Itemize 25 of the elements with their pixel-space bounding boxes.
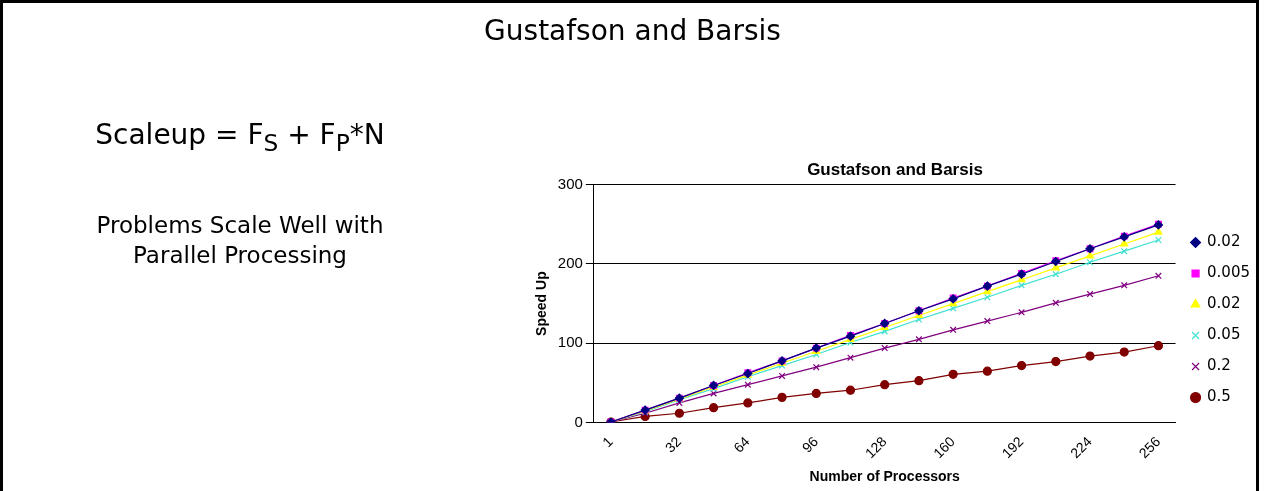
- legend-label: 0.02: [1207, 232, 1241, 251]
- legend-label: 0.02: [1207, 294, 1241, 313]
- legend-label: 0.05: [1207, 325, 1241, 344]
- y-tick-label: 200: [557, 254, 583, 272]
- x-tick-label: 224: [1067, 433, 1096, 462]
- x-tick-label: 32: [661, 433, 685, 456]
- x-tick-label: 64: [730, 433, 753, 456]
- x-tick-label: 96: [798, 433, 822, 456]
- y-tick-label: 0: [574, 412, 583, 430]
- y-tick-label: 100: [557, 333, 583, 351]
- legend-label: 0.005: [1207, 263, 1251, 282]
- x-tick-label: 128: [861, 433, 890, 462]
- y-tick-label: 300: [557, 174, 583, 192]
- x-tick-label: 160: [930, 433, 959, 462]
- x-tick-label: 192: [998, 433, 1027, 462]
- legend-label: 0.2: [1207, 356, 1231, 375]
- x-axis-title: Number of Processors: [809, 468, 960, 485]
- chart-subtitle: Gustafson and Barsis: [807, 159, 983, 179]
- legend-label: 0.5: [1207, 387, 1231, 406]
- chart-title: Gustafson and Barsis: [483, 14, 782, 47]
- y-axis-title: Speed Up: [533, 271, 550, 336]
- x-tick-label: 256: [1135, 433, 1164, 462]
- text: Problems Scale Well with Parallel Processing: [95, 211, 385, 270]
- x-tick-label: 1: [598, 433, 616, 451]
- text: Scaleup = F$_{S}$ + F$_{P}$*N: [94, 118, 386, 157]
